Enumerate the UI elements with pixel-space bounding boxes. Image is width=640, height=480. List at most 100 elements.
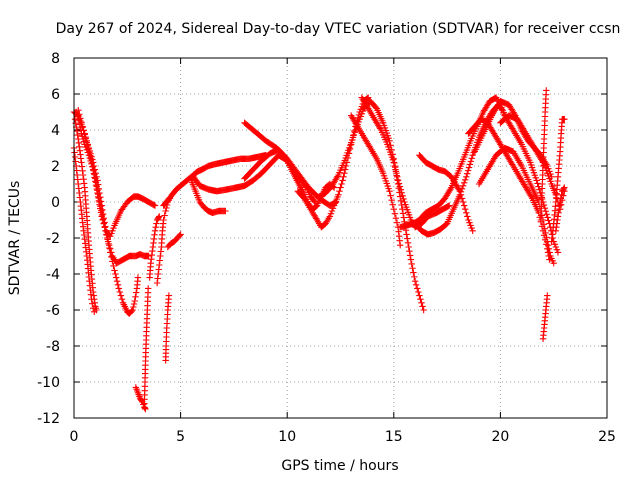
data-point [541, 225, 548, 232]
data-point [359, 107, 367, 115]
data-point [547, 178, 554, 185]
data-point [411, 278, 419, 285]
data-point [387, 192, 394, 199]
data-point [365, 94, 372, 101]
data-point [165, 292, 173, 299]
data-point [545, 245, 553, 252]
data-point [389, 201, 396, 208]
data-point [160, 216, 167, 224]
data-point [97, 203, 104, 210]
data-point [99, 216, 107, 223]
data-point [543, 234, 550, 241]
data-point [91, 171, 98, 178]
data-point [540, 221, 548, 228]
data-point [89, 305, 97, 312]
data-point [113, 278, 121, 285]
data-point [337, 184, 344, 191]
data-point [458, 185, 466, 192]
data-point [77, 115, 84, 122]
data-point [376, 125, 384, 132]
series-arc-22 [416, 152, 476, 234]
y-tick-label: 6 [51, 87, 60, 103]
data-point [393, 170, 400, 177]
y-tick-labels: -12 -10 -8 -6 -4 -2 0 2 4 6 8 [37, 51, 60, 427]
data-point [83, 139, 90, 146]
data-point [358, 110, 366, 117]
data-point [152, 224, 159, 231]
data-point [78, 119, 85, 126]
data-point [156, 213, 163, 220]
y-tick-label: 0 [51, 195, 60, 211]
data-point [386, 137, 393, 144]
data-point [74, 131, 81, 139]
data-point [392, 215, 400, 222]
x-tick-label: 15 [385, 429, 403, 445]
plot-marks [70, 87, 568, 413]
data-point [404, 235, 411, 242]
data-point [509, 161, 516, 168]
data-point [553, 246, 561, 253]
data-point [544, 242, 552, 249]
series-arc-27 [497, 112, 568, 213]
data-point [392, 166, 399, 173]
data-point [544, 214, 551, 221]
data-point [557, 195, 565, 202]
series-arc-16 [241, 119, 340, 209]
series-arc-19 [347, 112, 404, 249]
data-point [391, 210, 399, 217]
plot-frame [73, 57, 608, 419]
data-point [466, 219, 473, 226]
data-point [457, 188, 465, 195]
data-point [116, 288, 124, 296]
data-point [542, 229, 549, 237]
data-point [115, 285, 122, 292]
data-point [552, 243, 560, 251]
data-point [364, 95, 371, 102]
data-point [407, 256, 415, 263]
data-point [84, 142, 91, 150]
data-point [98, 207, 105, 214]
data-point [114, 281, 122, 288]
data-point [142, 405, 149, 413]
data-point [390, 159, 397, 166]
data-point [104, 238, 112, 245]
data-point [468, 155, 475, 162]
data-point [92, 179, 100, 186]
data-point [536, 186, 543, 193]
data-point [326, 213, 334, 220]
data-point [414, 285, 421, 292]
series-arc-3 [70, 144, 98, 315]
data-point [102, 227, 109, 234]
series-arc-11 [164, 231, 184, 251]
data-point [545, 217, 552, 224]
data-point [328, 207, 336, 215]
data-point [151, 227, 159, 234]
data-point [130, 300, 138, 308]
data-point [390, 206, 397, 213]
data-point [104, 234, 111, 242]
data-point [107, 245, 114, 252]
data-point [357, 113, 364, 120]
data-point [90, 167, 97, 174]
y-tick-label: 2 [51, 159, 60, 175]
data-point [388, 197, 395, 204]
data-point [366, 143, 373, 150]
data-point [535, 183, 542, 190]
data-point [153, 220, 160, 227]
data-point [86, 149, 93, 156]
data-point [416, 292, 423, 299]
data-point [336, 188, 343, 195]
data-point [467, 158, 475, 165]
data-point [341, 166, 349, 173]
data-point [93, 183, 100, 190]
data-point [87, 152, 94, 159]
data-point [543, 211, 550, 218]
data-point [138, 397, 145, 404]
data-point [509, 125, 516, 132]
data-point [561, 184, 568, 191]
data-point [533, 177, 540, 184]
data-point [447, 185, 454, 193]
data-point [132, 289, 140, 296]
data-point [97, 198, 105, 205]
